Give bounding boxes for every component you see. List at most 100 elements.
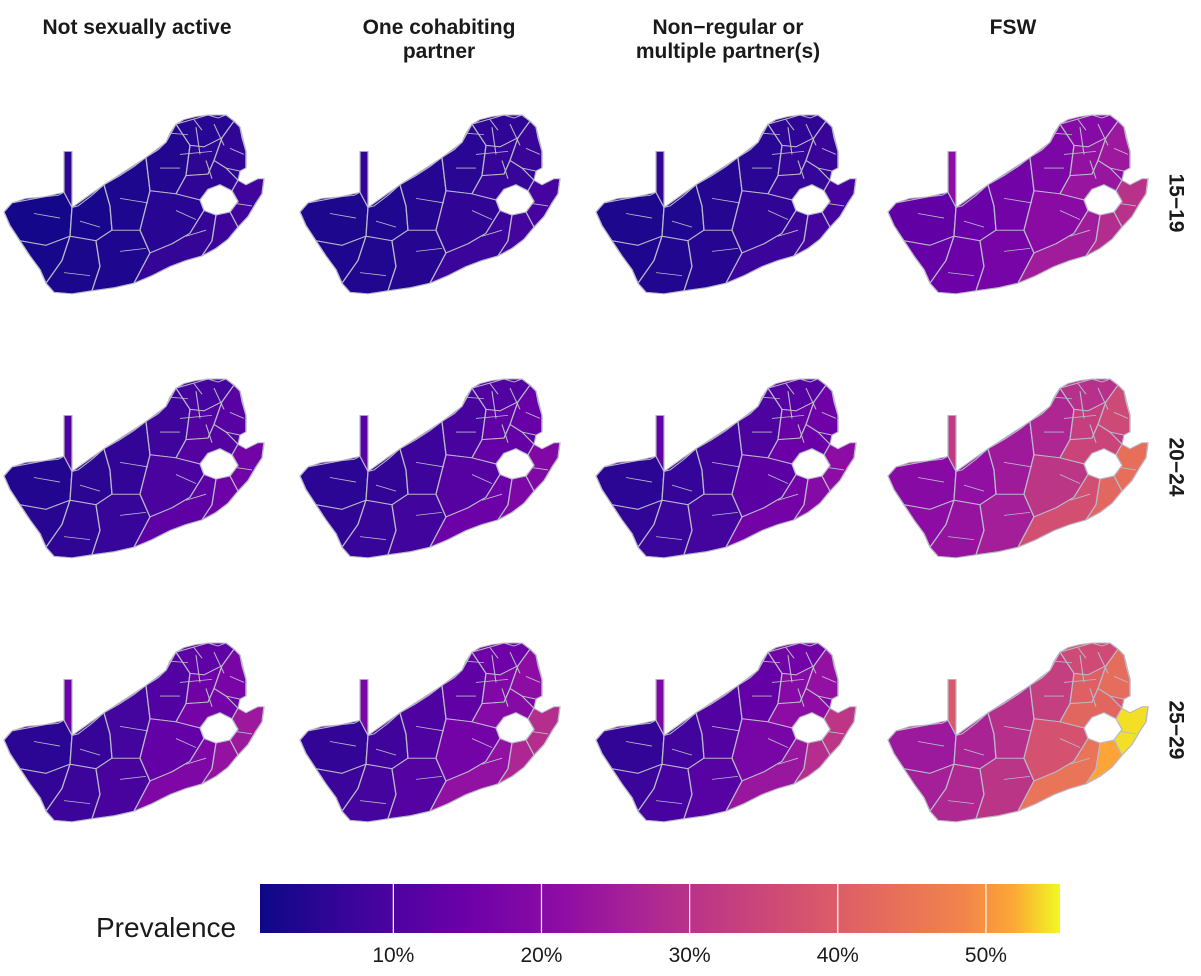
district-boundary: [1053, 396, 1073, 400]
district-boundary: [179, 414, 213, 419]
district-boundary: [213, 651, 225, 674]
district-boundary: [1079, 655, 1085, 683]
district-boundary: [525, 148, 541, 155]
district-boundary: [805, 651, 817, 674]
district-boundary: [509, 123, 521, 146]
district-boundary: [821, 148, 837, 155]
district-boundary: [1063, 678, 1097, 683]
district-boundary: [821, 676, 837, 683]
district-boundary: [655, 272, 683, 277]
district-region: [887, 719, 957, 774]
district-boundary: [797, 160, 805, 179]
district-region: [975, 229, 1035, 292]
map-panel-r2-c1: [0, 326, 280, 576]
district-boundary: [475, 414, 509, 419]
district-boundary: [1059, 210, 1081, 220]
eswatini-hole: [830, 693, 856, 713]
eswatini-hole: [238, 693, 264, 713]
district-region: [69, 448, 113, 506]
district-region: [661, 184, 705, 242]
district-boundary: [761, 396, 781, 400]
eswatini-hole: [238, 165, 264, 185]
district-boundary: [33, 477, 61, 483]
district-boundary: [1077, 119, 1087, 131]
district-boundary: [947, 272, 975, 277]
district-boundary: [963, 484, 985, 492]
district-boundary: [771, 150, 805, 155]
district-region: [91, 493, 151, 556]
district-region: [299, 719, 369, 774]
district-region: [887, 455, 957, 510]
district-region: [953, 184, 997, 242]
district-boundary: [1089, 424, 1097, 443]
district-boundary: [471, 738, 493, 748]
district-boundary: [1079, 391, 1085, 419]
country-border: [887, 642, 1149, 823]
district-boundary: [501, 688, 509, 707]
district-region: [683, 229, 743, 292]
district-boundary: [771, 678, 805, 683]
district-boundary: [193, 383, 203, 395]
lesotho-hole: [791, 184, 831, 216]
district-boundary: [465, 396, 485, 400]
district-boundary: [491, 655, 497, 683]
district-boundary: [415, 247, 443, 252]
district-boundary: [917, 741, 945, 747]
colorbar-tick-label: 40%: [816, 944, 859, 967]
district-boundary: [175, 474, 197, 484]
district-boundary: [671, 484, 693, 492]
district-boundary: [329, 477, 357, 483]
district-boundary: [761, 132, 781, 136]
district-boundary: [359, 272, 387, 277]
district-boundary: [375, 220, 397, 228]
district-boundary: [179, 678, 213, 683]
lesotho-hole: [791, 448, 831, 480]
district-boundary: [525, 412, 541, 419]
district-boundary: [465, 132, 485, 136]
district-boundary: [1077, 383, 1087, 395]
district-boundary: [475, 150, 509, 155]
lesotho-hole: [1083, 184, 1123, 216]
district-boundary: [785, 647, 795, 659]
eswatini-hole: [1122, 165, 1148, 185]
district-boundary: [671, 220, 693, 228]
district-boundary: [205, 424, 213, 443]
district-boundary: [1059, 474, 1081, 484]
map-panel-r3-c4: [884, 590, 1164, 840]
district-region: [299, 191, 369, 246]
district-boundary: [33, 213, 61, 219]
district-boundary: [471, 474, 493, 484]
district-boundary: [1113, 412, 1129, 419]
map-panel-r1-c2: [296, 62, 576, 312]
district-boundary: [625, 213, 653, 219]
district-boundary: [711, 775, 739, 780]
district-boundary: [1063, 150, 1097, 155]
district-boundary: [761, 660, 781, 664]
district-boundary: [229, 148, 245, 155]
district-boundary: [711, 247, 739, 252]
district-boundary: [947, 800, 975, 805]
district-boundary: [415, 511, 443, 516]
eswatini-hole: [534, 165, 560, 185]
district-boundary: [711, 461, 741, 468]
district-boundary: [79, 484, 101, 492]
district-boundary: [213, 387, 225, 410]
eswatini-hole: [534, 693, 560, 713]
district-boundary: [489, 383, 499, 395]
district-boundary: [1069, 229, 1091, 237]
district-boundary: [63, 536, 91, 541]
district-boundary: [1053, 660, 1073, 664]
district-boundary: [481, 493, 503, 501]
district-boundary: [375, 484, 397, 492]
district-boundary: [821, 412, 837, 419]
district-boundary: [771, 414, 805, 419]
district-boundary: [963, 220, 985, 228]
district-region: [387, 229, 447, 292]
district-boundary: [1079, 127, 1085, 155]
eswatini-hole: [1122, 693, 1148, 713]
district-region: [953, 448, 997, 506]
district-region: [661, 448, 705, 506]
column-title-1: Not sexually active: [42, 16, 232, 39]
district-boundary: [1003, 461, 1033, 468]
district-boundary: [119, 775, 147, 780]
